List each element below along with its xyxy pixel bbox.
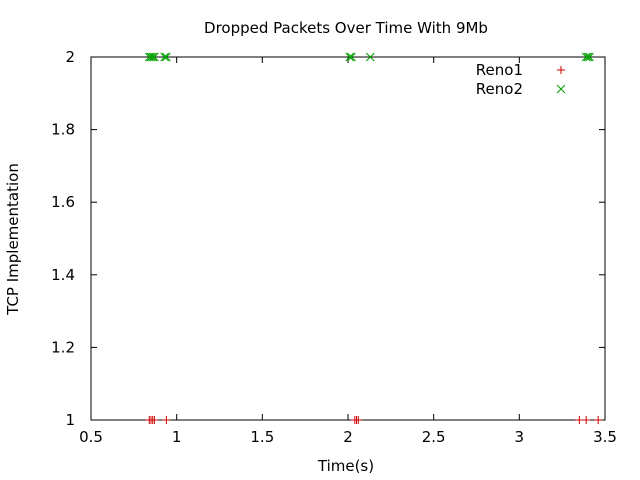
y-axis-label: TCP Implementation <box>4 163 22 316</box>
reno1-point <box>575 416 584 424</box>
reno2-point <box>345 52 355 62</box>
y-tick-label: 1 <box>65 411 75 429</box>
data-points <box>144 52 603 424</box>
reno2-point <box>585 52 594 62</box>
legend-label: Reno2 <box>476 80 523 98</box>
y-tick-label: 1.6 <box>51 193 75 211</box>
reno1-point <box>582 416 591 424</box>
reno1-point <box>162 416 171 424</box>
y-axis: 1 1.2 1.4 1.6 1.8 2 <box>51 48 605 429</box>
reno1-point <box>150 416 159 424</box>
legend-marker <box>557 66 565 74</box>
y-tick-label: 2 <box>65 48 75 66</box>
reno2-point <box>365 52 375 62</box>
reno1-point <box>354 416 363 424</box>
reno1-point <box>594 416 603 424</box>
y-tick-label: 1.8 <box>51 121 75 139</box>
x-tick-label: 2 <box>343 428 353 446</box>
x-axis-label: Time(s) <box>317 457 374 475</box>
y-tick-label: 1.2 <box>51 338 75 356</box>
chart-title: Dropped Packets Over Time With 9Mb <box>204 19 488 37</box>
x-tick-label: 3 <box>515 428 525 446</box>
x-tick-label: 2.5 <box>422 428 446 446</box>
legend-label: Reno1 <box>476 61 523 79</box>
reno2-point <box>160 52 170 62</box>
reno2-point <box>150 52 159 62</box>
x-tick-label: 0.5 <box>79 428 103 446</box>
plot-frame <box>90 56 606 421</box>
reno2-point <box>581 52 591 62</box>
reno2-point <box>583 52 593 62</box>
x-tick-label: 1 <box>172 428 182 446</box>
y-tick-label: 1.4 <box>51 266 75 284</box>
reno2-point <box>162 52 171 62</box>
legend-marker <box>556 84 566 94</box>
reno2-point <box>347 52 356 62</box>
x-tick-label: 1.5 <box>250 428 274 446</box>
x-axis: 0.5 1 1.5 2 2.5 3 3.5 <box>79 57 617 446</box>
reno2-point <box>146 52 156 62</box>
reno2-point <box>148 52 158 62</box>
x-tick-label: 3.5 <box>593 428 617 446</box>
